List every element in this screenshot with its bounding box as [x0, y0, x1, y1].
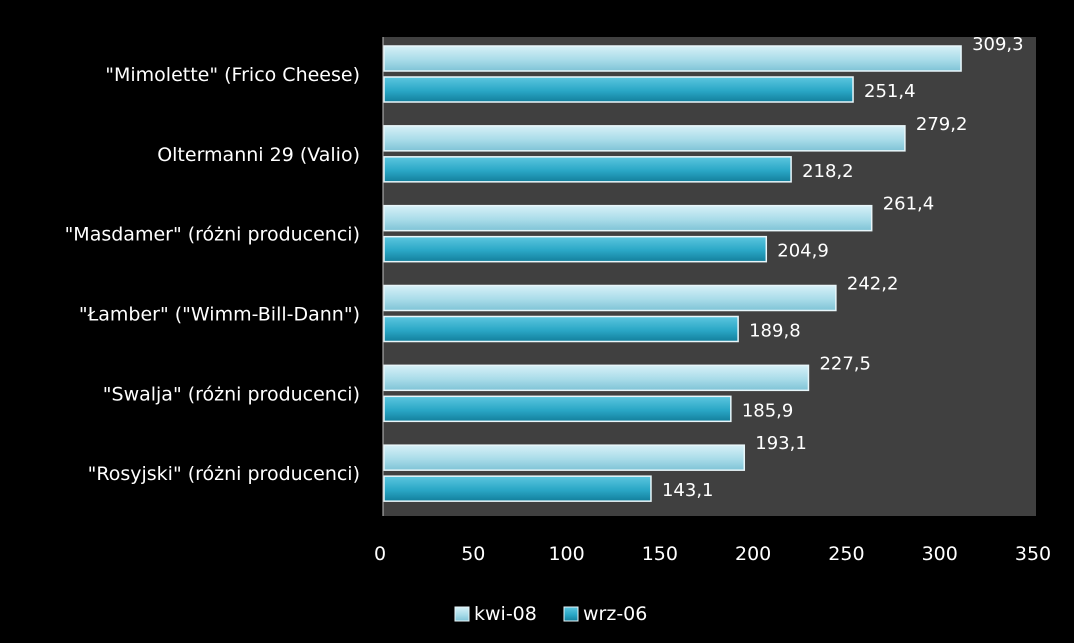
category-label-0: "Mimolette" (Frico Cheese) [105, 64, 360, 86]
data-label-wrz-06-4: 185,9 [742, 400, 794, 421]
data-label-wrz-06-5: 143,1 [662, 480, 714, 501]
data-label-kwi-08-0: 309,3 [972, 34, 1024, 55]
data-label-wrz-06-0: 251,4 [864, 81, 916, 102]
data-label-kwi-08-1: 279,2 [916, 114, 968, 135]
data-label-kwi-08-2: 261,4 [883, 194, 935, 215]
data-label-kwi-08-5: 193,1 [755, 433, 807, 454]
bar-kwi-08-4 [383, 364, 810, 392]
category-label-5: "Rosyjski" (różni producenci) [88, 463, 360, 485]
data-label-wrz-06-2: 204,9 [777, 241, 829, 262]
data-label-wrz-06-3: 189,8 [749, 321, 801, 342]
bar-wrz-06-1 [383, 156, 792, 183]
category-label-2: "Masdamer" (różni producenci) [65, 224, 360, 246]
bar-kwi-08-0 [383, 45, 962, 72]
legend-swatch-wrz-06 [563, 606, 579, 622]
bar-wrz-06-5 [383, 475, 652, 502]
category-label-4: "Swalja" (różni producenci) [103, 383, 360, 405]
legend-swatch-kwi-08 [454, 606, 470, 622]
legend-label-kwi-08: kwi-08 [474, 603, 537, 625]
x-tick-label-5: 250 [828, 543, 864, 565]
bar-wrz-06-3 [383, 315, 739, 343]
bar-kwi-08-1 [383, 125, 906, 152]
bar-wrz-06-0 [383, 76, 854, 103]
x-axis-ticks: 0 50 100 150 200 250 300 350 [374, 543, 1051, 565]
data-label-wrz-06-1: 218,2 [802, 161, 854, 182]
legend: kwi-08 wrz-06 [454, 603, 647, 625]
x-tick-label-6: 300 [922, 543, 958, 565]
x-tick-label-1: 50 [461, 543, 485, 565]
data-label-kwi-08-3: 242,2 [847, 274, 899, 295]
category-label-1: Oltermanni 29 (Valio) [157, 144, 360, 166]
category-labels: "Mimolette" (Frico Cheese) Oltermanni 29 … [65, 64, 360, 485]
bar-kwi-08-5 [383, 444, 746, 471]
x-tick-label-3: 150 [642, 543, 678, 565]
x-tick-label-4: 200 [735, 543, 771, 565]
data-label-kwi-08-4: 227,5 [819, 353, 871, 374]
plot-area [383, 37, 1036, 516]
x-tick-label-7: 350 [1015, 543, 1051, 565]
bar-wrz-06-2 [383, 235, 768, 263]
legend-label-wrz-06: wrz-06 [583, 603, 647, 625]
bar-kwi-08-2 [383, 204, 873, 232]
bar-kwi-08-3 [383, 284, 837, 312]
category-label-3: "Łamber" ("Wimm-Bill-Dann") [79, 304, 360, 326]
bar-wrz-06-4 [383, 395, 732, 423]
x-tick-label-2: 100 [548, 543, 584, 565]
x-tick-label-0: 0 [374, 543, 386, 565]
